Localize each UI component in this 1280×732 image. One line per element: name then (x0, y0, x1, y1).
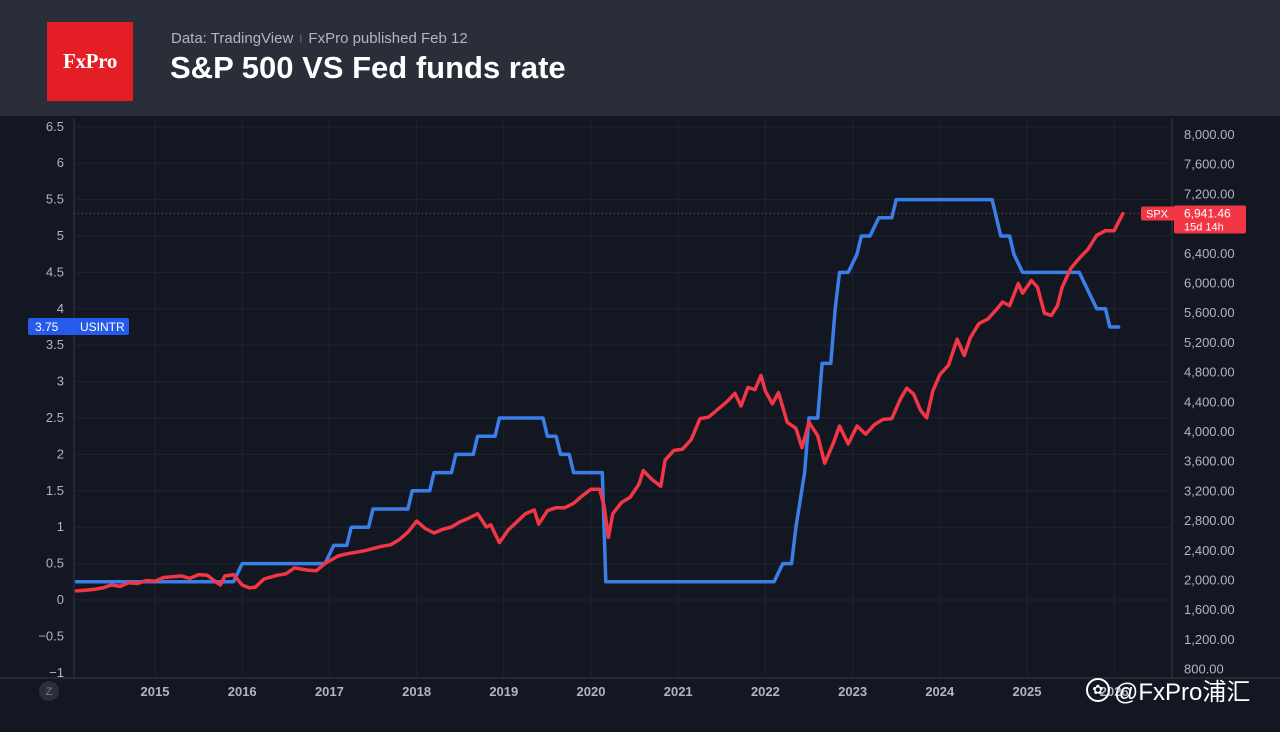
paw-icon: ✿ (1086, 677, 1110, 702)
x-tick-label: 2019 (489, 684, 518, 699)
right-tick-label: 7,200.00 (1184, 186, 1235, 201)
chart-header: FxPro Data: TradingView ǀ FxPro published … (0, 0, 1280, 116)
right-tick-label: 1,600.00 (1184, 602, 1235, 617)
left-tick-label: 5 (57, 228, 64, 243)
right-tick-label: 6,400.00 (1184, 246, 1235, 261)
x-tick-label: 2018 (402, 684, 431, 699)
left-tick-label: 3 (57, 374, 64, 389)
usintr-label-name: USINTR (80, 320, 125, 334)
x-tick-label: 2017 (315, 684, 344, 699)
chart-title: S&P 500 VS Fed funds rate (170, 50, 566, 85)
left-tick-label: 2 (57, 446, 64, 461)
right-tick-label: 2,800.00 (1184, 513, 1235, 528)
fxpro-logo: FxPro (47, 22, 133, 101)
right-tick-label: 4,000.00 (1184, 424, 1235, 439)
x-tick-label: 2015 (141, 684, 170, 699)
watermark-text: @FxPro浦汇 (1114, 679, 1251, 706)
x-tick-label: 2025 (1013, 684, 1042, 699)
left-tick-label: 4 (57, 301, 64, 316)
z-badge (39, 681, 59, 701)
data-source: Data: TradingView (171, 30, 294, 47)
x-tick-label: 2023 (838, 684, 867, 699)
usintr-last-value: 3.75 (35, 320, 59, 334)
x-tick-label: 2020 (577, 684, 606, 699)
right-tick-label: 2,000.00 (1184, 573, 1235, 588)
right-tick-label: 6,000.00 (1184, 275, 1235, 290)
x-tick-label: 2016 (228, 684, 257, 699)
spx-name-bg (1141, 206, 1179, 221)
right-tick-label: 2,400.00 (1184, 543, 1235, 558)
left-tick-label: 4.5 (46, 264, 64, 279)
right-tick-label: 5,600.00 (1184, 305, 1235, 320)
spx-label-name: SPX (1146, 209, 1169, 221)
left-tick-label: 6.5 (46, 119, 64, 134)
spx-last-value: 6,941.46 (1184, 207, 1231, 221)
chart-meta: Data: TradingView ǀ FxPro published Feb 12 (171, 30, 468, 47)
spx-series-line (74, 211, 1125, 593)
left-tick-label: 0 (57, 592, 64, 607)
left-tick-label: 6 (57, 155, 64, 170)
left-tick-label: −1 (49, 665, 64, 680)
z-badge-label: Z (46, 686, 53, 698)
right-tick-label: 1,200.00 (1184, 632, 1235, 647)
right-tick-label: 7,600.00 (1184, 157, 1235, 172)
right-tick-label: 4,400.00 (1184, 394, 1235, 409)
published-info: FxPro published Feb 12 (308, 30, 468, 47)
x-tick-label: 2024 (925, 684, 955, 699)
right-tick-label: 3,200.00 (1184, 483, 1235, 498)
spx-countdown: 15d 14h (1184, 222, 1224, 234)
left-tick-label: 0.5 (46, 556, 64, 571)
right-tick-label: 5,200.00 (1184, 335, 1235, 350)
spx-value-bg (1174, 205, 1246, 234)
right-tick-label: 4,800.00 (1184, 365, 1235, 380)
meta-separator: ǀ (299, 32, 303, 46)
left-tick-label: 1.5 (46, 483, 64, 498)
usintr-label-bg (28, 318, 129, 335)
watermark: ✿ @FxPro浦汇 (1086, 672, 1250, 707)
right-tick-label: 8,000.00 (1184, 127, 1235, 142)
left-tick-label: 5.5 (46, 192, 64, 207)
usintr-series-line (74, 197, 1121, 584)
left-tick-label: 1 (57, 519, 64, 534)
left-tick-label: 2.5 (46, 410, 64, 425)
x-tick-label: 2022 (751, 684, 780, 699)
left-tick-label: 3.5 (46, 337, 64, 352)
right-tick-label: 800.00 (1184, 662, 1224, 677)
right-tick-label: 3,600.00 (1184, 454, 1235, 469)
x-tick-label: 2021 (664, 684, 693, 699)
left-tick-label: −0.5 (38, 628, 64, 643)
